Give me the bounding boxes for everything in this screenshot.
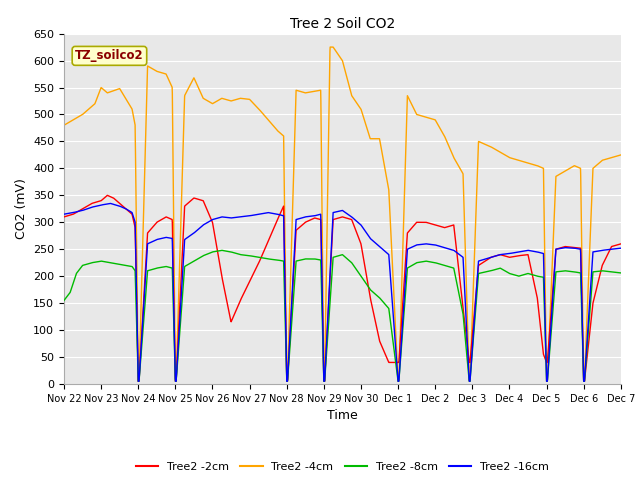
Legend: Tree2 -2cm, Tree2 -4cm, Tree2 -8cm, Tree2 -16cm: Tree2 -2cm, Tree2 -4cm, Tree2 -8cm, Tree… xyxy=(132,457,553,477)
Y-axis label: CO2 (mV): CO2 (mV) xyxy=(15,179,28,239)
X-axis label: Time: Time xyxy=(327,409,358,422)
Text: TZ_soilco2: TZ_soilco2 xyxy=(75,49,144,62)
Title: Tree 2 Soil CO2: Tree 2 Soil CO2 xyxy=(290,17,395,31)
